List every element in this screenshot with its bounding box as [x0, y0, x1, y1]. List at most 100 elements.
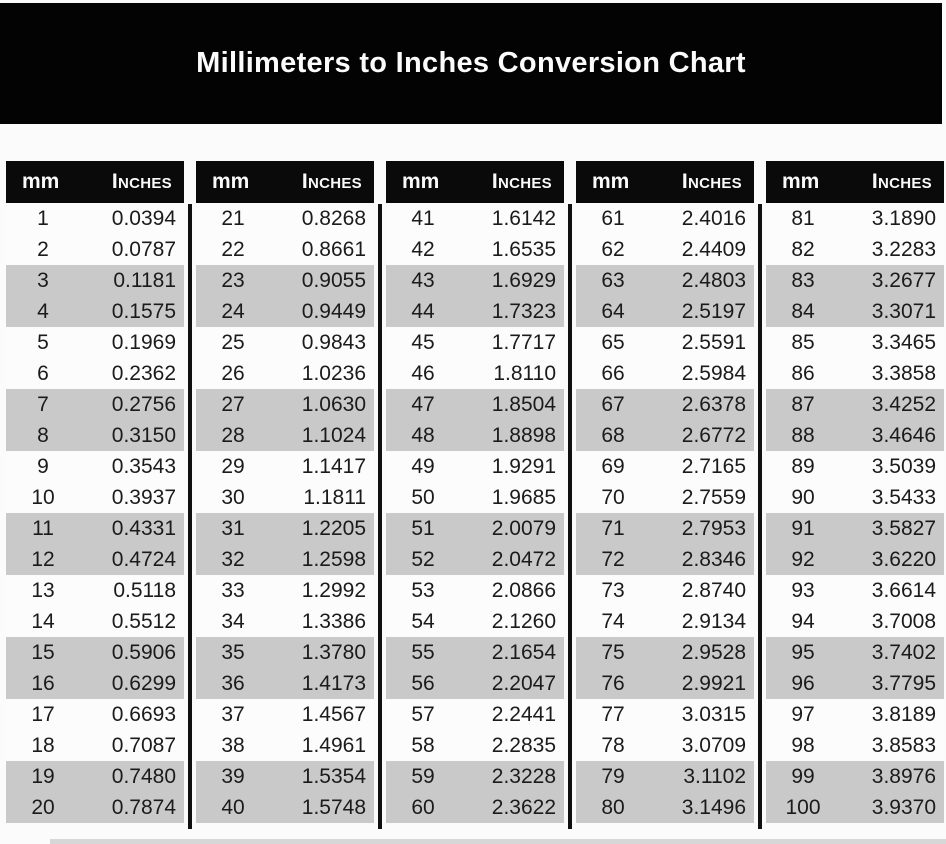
table-row: 22 0.8661 [196, 234, 374, 265]
mm-column-label: mm [212, 170, 250, 193]
table-row: 72 2.8346 [576, 544, 754, 575]
mm-value: 56 [411, 671, 435, 695]
table-row: 51 2.0079 [386, 513, 564, 544]
mm-value: 53 [411, 578, 435, 602]
mm-value: 44 [411, 299, 435, 323]
bottom-shadow-strip [50, 839, 946, 844]
table-row: 84 3.3071 [766, 296, 944, 327]
mm-value: 48 [411, 423, 435, 447]
mm-value: 17 [31, 702, 55, 726]
inches-value: 1.8898 [491, 423, 556, 447]
inches-value: 1.8504 [491, 392, 556, 416]
inches-value: 1.0236 [301, 361, 366, 385]
inches-value: 1.6535 [491, 237, 556, 261]
table-row: 73 2.8740 [576, 575, 754, 606]
table-row: 47 1.8504 [386, 389, 564, 420]
inches-value: 3.0709 [681, 733, 746, 757]
mm-value: 21 [221, 206, 245, 230]
inches-value: 0.7874 [111, 795, 176, 819]
mm-value: 86 [791, 361, 815, 385]
mm-value: 47 [411, 392, 435, 416]
inches-value: 3.5039 [871, 454, 936, 478]
table-row: 31 1.2205 [196, 513, 374, 544]
inches-column-label: Inches [111, 170, 172, 193]
inches-value: 1.5748 [301, 795, 366, 819]
mm-value: 23 [221, 268, 245, 292]
table-row: 49 1.9291 [386, 451, 564, 482]
table-row: 15 0.5906 [6, 637, 184, 668]
table-row: 2 0.0787 [6, 234, 184, 265]
table-row: 34 1.3386 [196, 606, 374, 637]
inches-value: 1.7323 [491, 299, 556, 323]
inches-value: 0.1575 [111, 299, 176, 323]
mm-value: 70 [601, 485, 625, 509]
mm-value: 8 [37, 423, 49, 447]
mm-value: 13 [31, 578, 55, 602]
inches-value: 0.8661 [301, 237, 366, 261]
column-divider [378, 204, 382, 829]
mm-value: 7 [37, 392, 49, 416]
inches-value: 2.9528 [681, 640, 746, 664]
mm-value: 94 [791, 609, 815, 633]
mm-value: 69 [601, 454, 625, 478]
inches-value: 3.4646 [871, 423, 936, 447]
table-row: 9 0.3543 [6, 451, 184, 482]
table-row: 75 2.9528 [576, 637, 754, 668]
inches-value: 1.0630 [301, 392, 366, 416]
inches-value: 1.5354 [301, 764, 366, 788]
inches-value: 3.4252 [871, 392, 936, 416]
inches-value: 1.2598 [301, 547, 366, 571]
inches-value: 3.5827 [871, 516, 936, 540]
mm-value: 10 [31, 485, 55, 509]
inches-value: 0.7480 [111, 764, 176, 788]
inches-value: 2.1654 [491, 640, 556, 664]
inches-value: 0.6693 [111, 702, 176, 726]
table-header: mm Inches [766, 161, 944, 203]
inches-value: 3.7402 [871, 640, 936, 664]
inches-value: 3.1102 [683, 764, 746, 788]
inches-value: 1.4567 [301, 702, 366, 726]
table-row: 78 3.0709 [576, 730, 754, 761]
mm-value: 51 [411, 516, 435, 540]
inches-value: 0.2362 [111, 361, 176, 385]
inches-value: 2.7559 [681, 485, 746, 509]
inches-value: 0.5118 [113, 578, 176, 602]
mm-value: 90 [791, 485, 815, 509]
table-row: 45 1.7717 [386, 327, 564, 358]
mm-value: 5 [37, 330, 49, 354]
table-row: 54 2.1260 [386, 606, 564, 637]
mm-value: 24 [221, 299, 245, 323]
mm-value: 99 [791, 764, 815, 788]
conversion-table-5: mm Inches 81 3.1890 82 3.2283 83 3.2677 84 3.3071… [766, 161, 944, 823]
table-row: 93 3.6614 [766, 575, 944, 606]
table-row: 7 0.2756 [6, 389, 184, 420]
mm-value: 58 [411, 733, 435, 757]
table-row: 25 0.9843 [196, 327, 374, 358]
inches-value: 3.7008 [871, 609, 936, 633]
conversion-tables: mm Inches 1 0.0394 2 0.0787 3 0.1181 4 0.1575 5 0.1… [0, 124, 946, 829]
table-row: 74 2.9134 [576, 606, 754, 637]
conversion-table-2: mm Inches 21 0.8268 22 0.8661 23 0.9055 24 0.9449… [196, 161, 374, 823]
mm-value: 74 [601, 609, 625, 633]
table-row: 58 2.2835 [386, 730, 564, 761]
mm-value: 45 [411, 330, 435, 354]
table-row: 98 3.8583 [766, 730, 944, 761]
mm-value: 28 [221, 423, 245, 447]
mm-value: 76 [601, 671, 625, 695]
table-row: 100 3.9370 [766, 792, 944, 823]
mm-value: 75 [601, 640, 625, 664]
mm-column-label: mm [402, 170, 440, 193]
inches-column-label: Inches [871, 170, 932, 193]
inches-value: 1.4173 [301, 671, 366, 695]
column-divider [758, 204, 762, 829]
inches-value: 3.2677 [871, 268, 936, 292]
table-row: 28 1.1024 [196, 420, 374, 451]
mm-value: 89 [791, 454, 815, 478]
mm-value: 22 [221, 237, 245, 261]
mm-value: 11 [32, 516, 54, 540]
inches-value: 1.2205 [301, 516, 366, 540]
table-row: 97 3.8189 [766, 699, 944, 730]
mm-value: 9 [37, 454, 49, 478]
inches-value: 0.9843 [301, 330, 366, 354]
inches-value: 0.1181 [113, 268, 176, 292]
